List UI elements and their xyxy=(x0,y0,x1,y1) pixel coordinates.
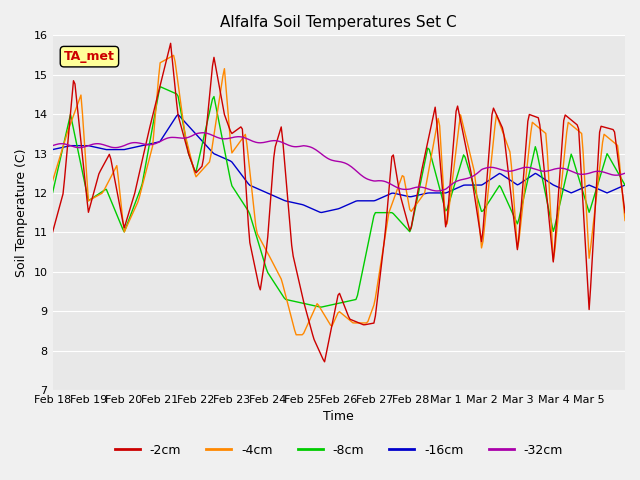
Text: TA_met: TA_met xyxy=(64,50,115,63)
Y-axis label: Soil Temperature (C): Soil Temperature (C) xyxy=(15,148,28,277)
X-axis label: Time: Time xyxy=(323,410,354,423)
Title: Alfalfa Soil Temperatures Set C: Alfalfa Soil Temperatures Set C xyxy=(220,15,457,30)
Legend: -2cm, -4cm, -8cm, -16cm, -32cm: -2cm, -4cm, -8cm, -16cm, -32cm xyxy=(109,439,568,462)
